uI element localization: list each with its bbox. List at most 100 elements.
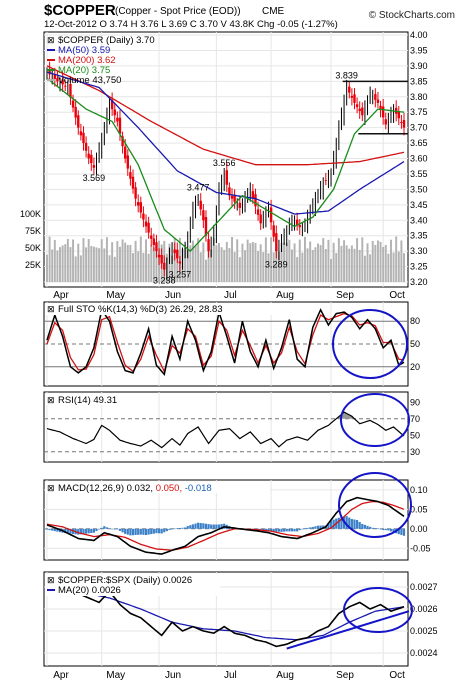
- macd-histogram-bar: [374, 528, 377, 529]
- volume-bar: [189, 245, 192, 282]
- price-candle-body: [361, 107, 364, 116]
- macd-legend-icon: ⊠: [47, 483, 55, 493]
- macd-histogram-bar: [358, 521, 361, 529]
- volume-bar: [327, 239, 330, 282]
- macd-histogram-bar: [363, 524, 367, 529]
- price-candle-body: [199, 200, 202, 210]
- volume-bar: [111, 242, 114, 282]
- macd-histogram-bar: [64, 528, 67, 534]
- price-candle-body: [202, 210, 205, 221]
- macd-histogram-bar: [264, 528, 267, 531]
- volume-bar: [387, 253, 390, 282]
- volume-bar: [262, 252, 265, 282]
- volume-bar: [358, 250, 361, 282]
- price-candle-body: [131, 176, 135, 189]
- price-candle-body: [144, 221, 148, 227]
- volume-bar: [103, 248, 106, 282]
- volume-bars: [46, 236, 405, 282]
- macd-histogram-bar: [303, 528, 307, 529]
- sto-legend-item: Full STO %K(14,3) %D(3) 26.29, 28.83: [58, 304, 223, 315]
- macd-legend-text: MACD(12,26,9) 0.032, 0.050, -0.018: [58, 483, 212, 494]
- price-candle-body: [355, 104, 359, 108]
- volume-bar: [150, 245, 153, 282]
- price-candle-body: [402, 120, 406, 128]
- macd-histogram-bar: [280, 528, 283, 532]
- volume-bar: [186, 249, 189, 282]
- volume-bar: [134, 240, 137, 282]
- macd-histogram-bar: [147, 528, 150, 535]
- price-candle-body: [126, 155, 129, 169]
- price-candle-body: [77, 115, 80, 128]
- volume-bar: [129, 244, 132, 282]
- macd-histogram-bar: [144, 528, 148, 536]
- price-candle-body: [71, 100, 75, 108]
- macd-histogram-bar: [90, 528, 93, 534]
- macd-histogram-bar: [361, 523, 364, 529]
- volume-bar: [77, 243, 80, 282]
- rsi-panel: 90 70 50 30 ⊠ RSI(14) 49.31: [44, 393, 420, 457]
- price-annotation-label: 3.477: [187, 182, 210, 192]
- price-candle-body: [324, 179, 328, 181]
- volume-bar: [332, 242, 335, 282]
- volume-bar: [113, 256, 116, 282]
- volume-bar: [384, 244, 387, 282]
- macd-histogram-bar: [191, 524, 195, 529]
- price-candle-body: [251, 191, 255, 198]
- price-candle-body: [374, 94, 377, 100]
- macd-histogram-bar: [210, 524, 213, 529]
- price-candle-body: [150, 235, 153, 239]
- macd-histogram-bar: [142, 528, 145, 535]
- month-label: Jun: [165, 670, 181, 681]
- macd-histogram-bar: [113, 528, 116, 530]
- price-candle-body: [178, 261, 182, 264]
- macd-histogram-bar: [165, 528, 168, 532]
- macd-histogram-bar: [376, 528, 380, 529]
- ma20-line: [46, 77, 405, 252]
- volume-bar: [376, 240, 379, 282]
- macd-histogram-bar: [353, 519, 356, 529]
- macd-histogram-bar: [92, 528, 96, 533]
- macd-histogram-bar: [283, 528, 286, 532]
- price-candle-body: [256, 209, 260, 215]
- macd-histogram-bar: [116, 528, 119, 530]
- volume-bar: [66, 238, 69, 282]
- sto-legend-bg: [45, 303, 295, 315]
- macd-histogram-bar: [366, 525, 369, 529]
- price-candle-body: [163, 262, 166, 270]
- price-candle-body: [121, 136, 124, 147]
- volume-bar: [92, 246, 95, 282]
- volume-bar: [275, 243, 278, 282]
- volume-bar: [64, 244, 67, 282]
- macd-histogram-bar: [337, 517, 340, 529]
- volume-bar: [204, 259, 207, 282]
- macd-annotation-circle: [338, 472, 412, 538]
- macd-histogram-bar: [184, 527, 187, 529]
- ratio-tick-label: 0.0026: [410, 604, 438, 614]
- volume-bar: [283, 242, 286, 282]
- volume-bar: [340, 245, 343, 282]
- macd-histogram-bar: [345, 516, 348, 529]
- macd-histogram-bar: [392, 528, 395, 533]
- price-candle-body: [79, 131, 83, 136]
- volume-bar: [46, 254, 48, 282]
- month-label: Sep: [336, 290, 354, 301]
- month-label: May: [106, 670, 125, 681]
- macd-histogram-bar: [126, 528, 129, 535]
- rsi-tick-label: 90: [410, 397, 420, 407]
- macd-histogram-bar: [382, 528, 385, 530]
- volume-bar: [132, 253, 134, 282]
- volume-bar: [335, 252, 338, 282]
- volume-bar: [194, 245, 197, 282]
- volume-bar: [403, 253, 405, 282]
- volume-bar: [74, 256, 77, 282]
- macd-histogram-bar: [389, 528, 393, 532]
- rsi-line: [46, 411, 405, 449]
- macd-histogram-bar: [355, 520, 359, 529]
- macd-histogram-bar: [340, 517, 343, 529]
- macd-histogram-bar: [316, 525, 320, 529]
- macd-histogram-bar: [387, 528, 390, 531]
- price-candle-body: [400, 121, 403, 123]
- price-legend-item: MA(50) 3.59: [58, 45, 110, 56]
- macd-histogram-bar: [348, 517, 351, 529]
- macd-histogram-bar: [277, 528, 281, 532]
